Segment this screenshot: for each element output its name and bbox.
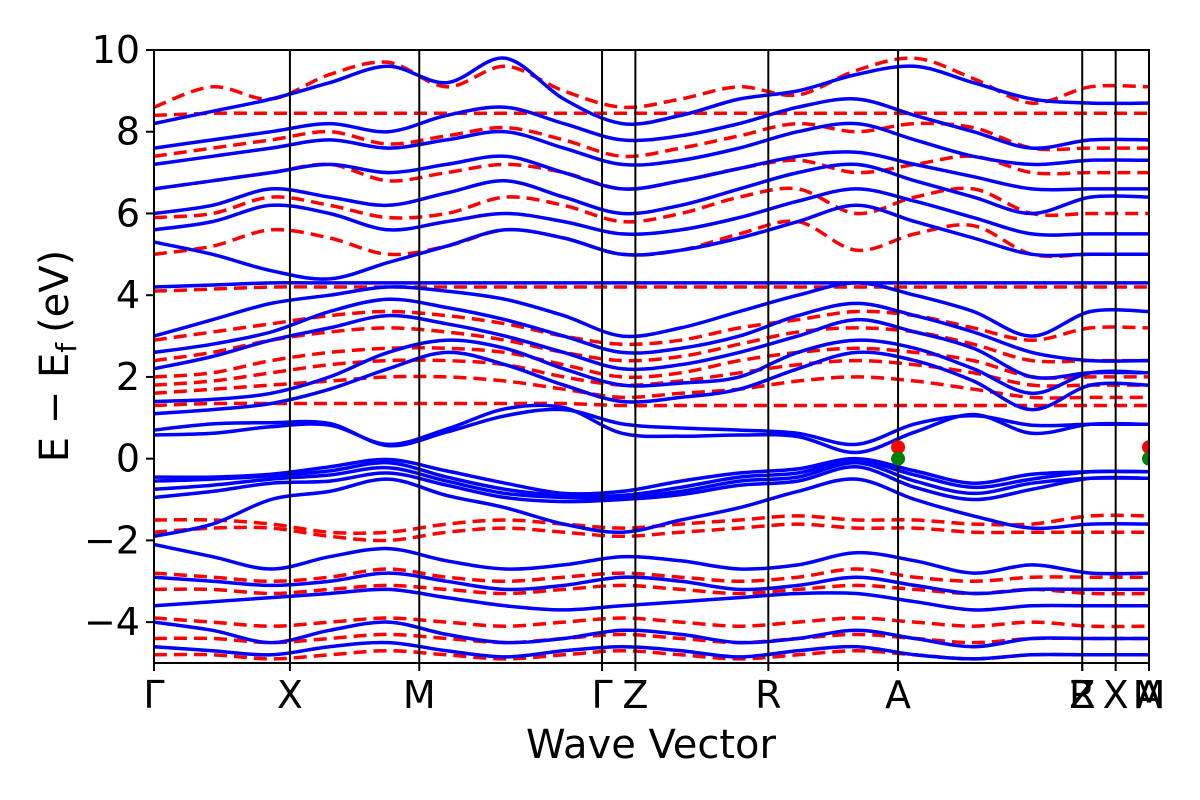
extremum-markers: [891, 440, 1149, 466]
x-tick-label-2: M: [403, 673, 436, 717]
y-tick-label-2: 6: [116, 191, 140, 235]
dashed-band-13: [154, 513, 1149, 535]
y-axis-label: E − Ef (eV): [32, 250, 83, 463]
dashed-band-15: [154, 567, 1149, 584]
solid-band-11: [154, 640, 1149, 661]
x-tick-label-4: Z: [622, 673, 648, 717]
y-axis-label-unit: (eV): [32, 250, 78, 333]
dashed-band-5: [154, 309, 1149, 347]
y-tick-label-6: −2: [84, 518, 140, 562]
x-tick-label-1: X: [277, 673, 303, 717]
x-tick-label-10: M: [1133, 673, 1166, 717]
y-tick-label-7: −4: [84, 600, 140, 644]
y-axis-label-subscript: f: [50, 342, 83, 353]
solid-band-21: [154, 150, 1149, 192]
x-tick-label-7: Z: [1069, 673, 1095, 717]
dashed-band-12: [154, 56, 1149, 110]
x-tick-label-3: Γ: [591, 673, 612, 717]
dashed-band-17: [154, 616, 1149, 629]
cbm-marker-0: [891, 440, 906, 455]
solid-band-14: [154, 313, 1149, 380]
solid-band-3: [154, 458, 1149, 499]
y-axis-label-main: E − E: [32, 353, 78, 463]
dashed-band-0: [154, 401, 1149, 408]
solid-band-13: [154, 338, 1149, 404]
y-axis: 10 8 6 4 2 0 −2 −4: [84, 28, 154, 644]
band-lines: [154, 56, 1149, 661]
solid-band-23: [154, 56, 1149, 126]
solid-band-18: [154, 203, 1149, 281]
solid-band-19: [154, 187, 1149, 237]
solid-band-22: [154, 121, 1149, 167]
solid-band-7: [154, 542, 1149, 576]
y-tick-label-4: 2: [116, 355, 140, 399]
x-axis-label: Wave Vector: [526, 722, 777, 768]
solid-band-1: [154, 403, 1149, 455]
dashed-band-14: [154, 522, 1149, 543]
vbm-marker-3: [1142, 451, 1149, 466]
dashed-band-1: [154, 374, 1149, 400]
x-tick-label-9: X: [1103, 673, 1129, 717]
y-tick-label-1: 8: [116, 110, 140, 154]
solid-band-4: [154, 461, 1149, 500]
x-tick-label-8: R: [1069, 673, 1095, 717]
solid-band-24: [154, 97, 1149, 150]
high-symmetry-lines: [288, 50, 1117, 663]
plot-frame: [153, 49, 1150, 664]
solid-band-5: [154, 465, 1149, 504]
x-tick-label-6: A: [885, 673, 911, 717]
x-tick-label-11: A: [1136, 673, 1162, 717]
solid-band-6: [154, 477, 1149, 539]
plot-background: [154, 50, 1149, 663]
y-tick-label-3: 4: [116, 273, 140, 317]
solid-band-8: [154, 571, 1149, 596]
dashed-band-8: [154, 186, 1149, 224]
solid-band-2: [154, 456, 1149, 496]
x-axis: Γ X M Γ Z R A ZR X MA: [143, 663, 1165, 717]
x-tick-label-0: Γ: [143, 673, 164, 717]
dashed-band-10: [154, 121, 1149, 159]
y-tick-label-0: 10: [92, 28, 140, 72]
dashed-band-4: [154, 326, 1149, 364]
x-tick-label-5: R: [755, 673, 781, 717]
dashed-band-6: [154, 285, 1149, 293]
solid-band-12: [154, 350, 1149, 416]
solid-band-16: [154, 281, 1149, 339]
y-tick-label-5: 0: [116, 437, 140, 481]
solid-band-17: [154, 281, 1149, 289]
solid-band-9: [154, 587, 1149, 612]
solid-band-20: [154, 162, 1149, 216]
solid-band-10: [154, 620, 1149, 649]
solid-band-15: [154, 297, 1149, 363]
cbm-marker-2: [1142, 440, 1149, 455]
dashed-band-18: [154, 632, 1149, 645]
dashed-band-3: [154, 346, 1149, 380]
dashed-band-11: [154, 111, 1149, 118]
vbm-marker-1: [891, 451, 906, 466]
